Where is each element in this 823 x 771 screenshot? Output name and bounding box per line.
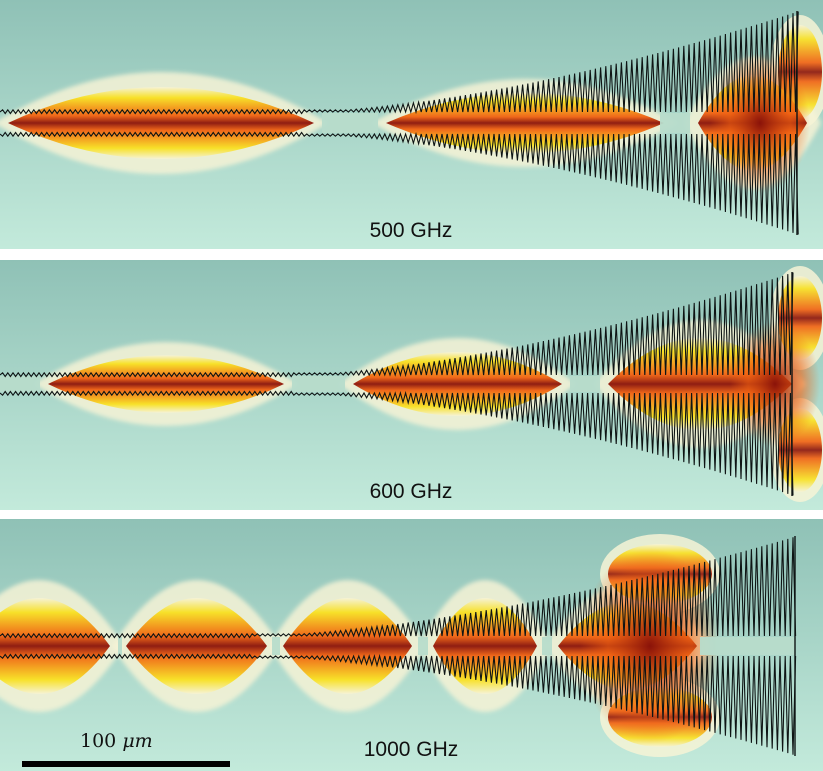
frequency-label: 600 GHz <box>369 480 453 503</box>
scale-bar-unit: μm <box>122 730 153 752</box>
field-map-1000ghz <box>0 519 823 771</box>
field-map-500ghz <box>0 0 823 249</box>
field-graphic <box>0 0 823 249</box>
frequency-label: 500 GHz <box>369 219 453 242</box>
panel-600ghz: 600 GHz <box>0 260 823 510</box>
scale-bar-label: 100 μm <box>80 730 153 752</box>
panel-1000ghz: 1000 GHz <box>0 519 823 771</box>
frequency-label: 1000 GHz <box>363 738 459 761</box>
scale-bar <box>22 761 230 767</box>
panel-500ghz: 500 GHz <box>0 0 823 249</box>
field-graphic <box>0 519 823 771</box>
scale-bar-value: 100 <box>80 730 117 752</box>
field-map-600ghz <box>0 260 823 510</box>
field-graphic <box>0 260 823 510</box>
